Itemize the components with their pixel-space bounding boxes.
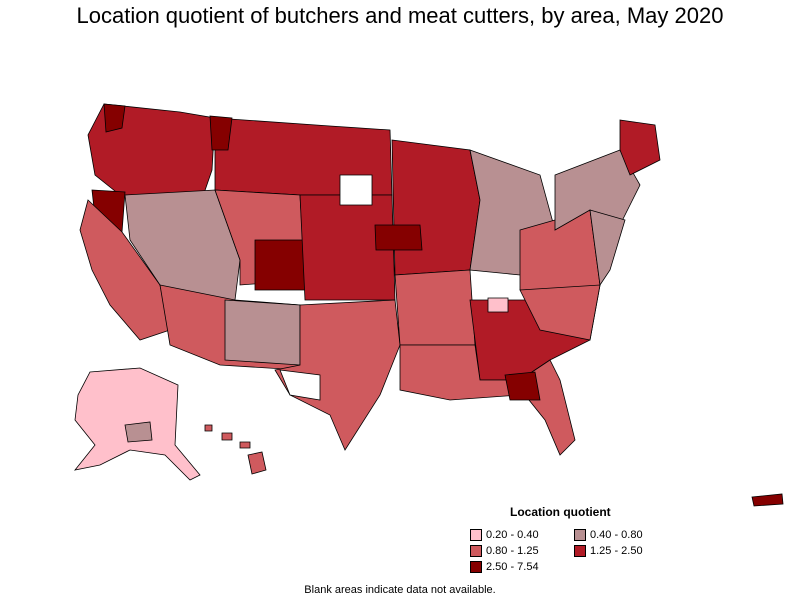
region-light-pink-south bbox=[487, 297, 509, 313]
region-washington-coast bbox=[103, 103, 126, 133]
legend-item-1: 0.40 - 0.80 bbox=[574, 529, 643, 541]
legend-swatch-0 bbox=[470, 529, 482, 541]
legend-label-2: 0.80 - 1.25 bbox=[486, 545, 539, 557]
region-colorado-east bbox=[254, 239, 306, 291]
region-minnesota-blank bbox=[339, 174, 373, 206]
region-texas bbox=[274, 299, 401, 451]
region-alaska-south bbox=[124, 421, 153, 443]
legend-swatch-1 bbox=[574, 529, 586, 541]
region-mid-atlantic bbox=[589, 209, 626, 287]
region-florida-panhandle bbox=[504, 371, 541, 401]
footnote: Blank areas indicate data not available. bbox=[304, 584, 496, 596]
region-iowa bbox=[374, 224, 423, 251]
region-puerto-rico bbox=[751, 493, 784, 507]
legend-title: Location quotient bbox=[510, 505, 611, 519]
legend-label-0: 0.20 - 0.40 bbox=[486, 529, 539, 541]
region-maine bbox=[619, 119, 661, 176]
region-california bbox=[79, 199, 171, 341]
map-title: Location quotient of butchers and meat c… bbox=[76, 3, 724, 28]
legend-item-2: 0.80 - 1.25 bbox=[470, 545, 539, 557]
legend-swatch-2 bbox=[470, 545, 482, 557]
legend-label-4: 2.50 - 7.54 bbox=[486, 561, 539, 573]
legend-label-1: 0.40 - 0.80 bbox=[590, 529, 643, 541]
region-north-idaho bbox=[209, 115, 233, 151]
legend-item-3: 1.25 - 2.50 bbox=[574, 545, 643, 557]
legend-swatch-4 bbox=[470, 561, 482, 573]
region-midwest bbox=[391, 139, 481, 276]
region-carolinas bbox=[519, 284, 601, 341]
legend-swatch-3 bbox=[574, 545, 586, 557]
legend-label-3: 1.25 - 2.50 bbox=[590, 545, 643, 557]
legend-item-0: 0.20 - 0.40 bbox=[470, 529, 539, 541]
region-lower-midwest bbox=[394, 269, 476, 346]
region-hawaii bbox=[204, 424, 267, 475]
region-new-mexico bbox=[224, 299, 301, 366]
contiguous-us bbox=[79, 103, 661, 456]
region-texas-blank-west bbox=[279, 369, 321, 401]
legend-item-4: 2.50 - 7.54 bbox=[470, 561, 539, 573]
